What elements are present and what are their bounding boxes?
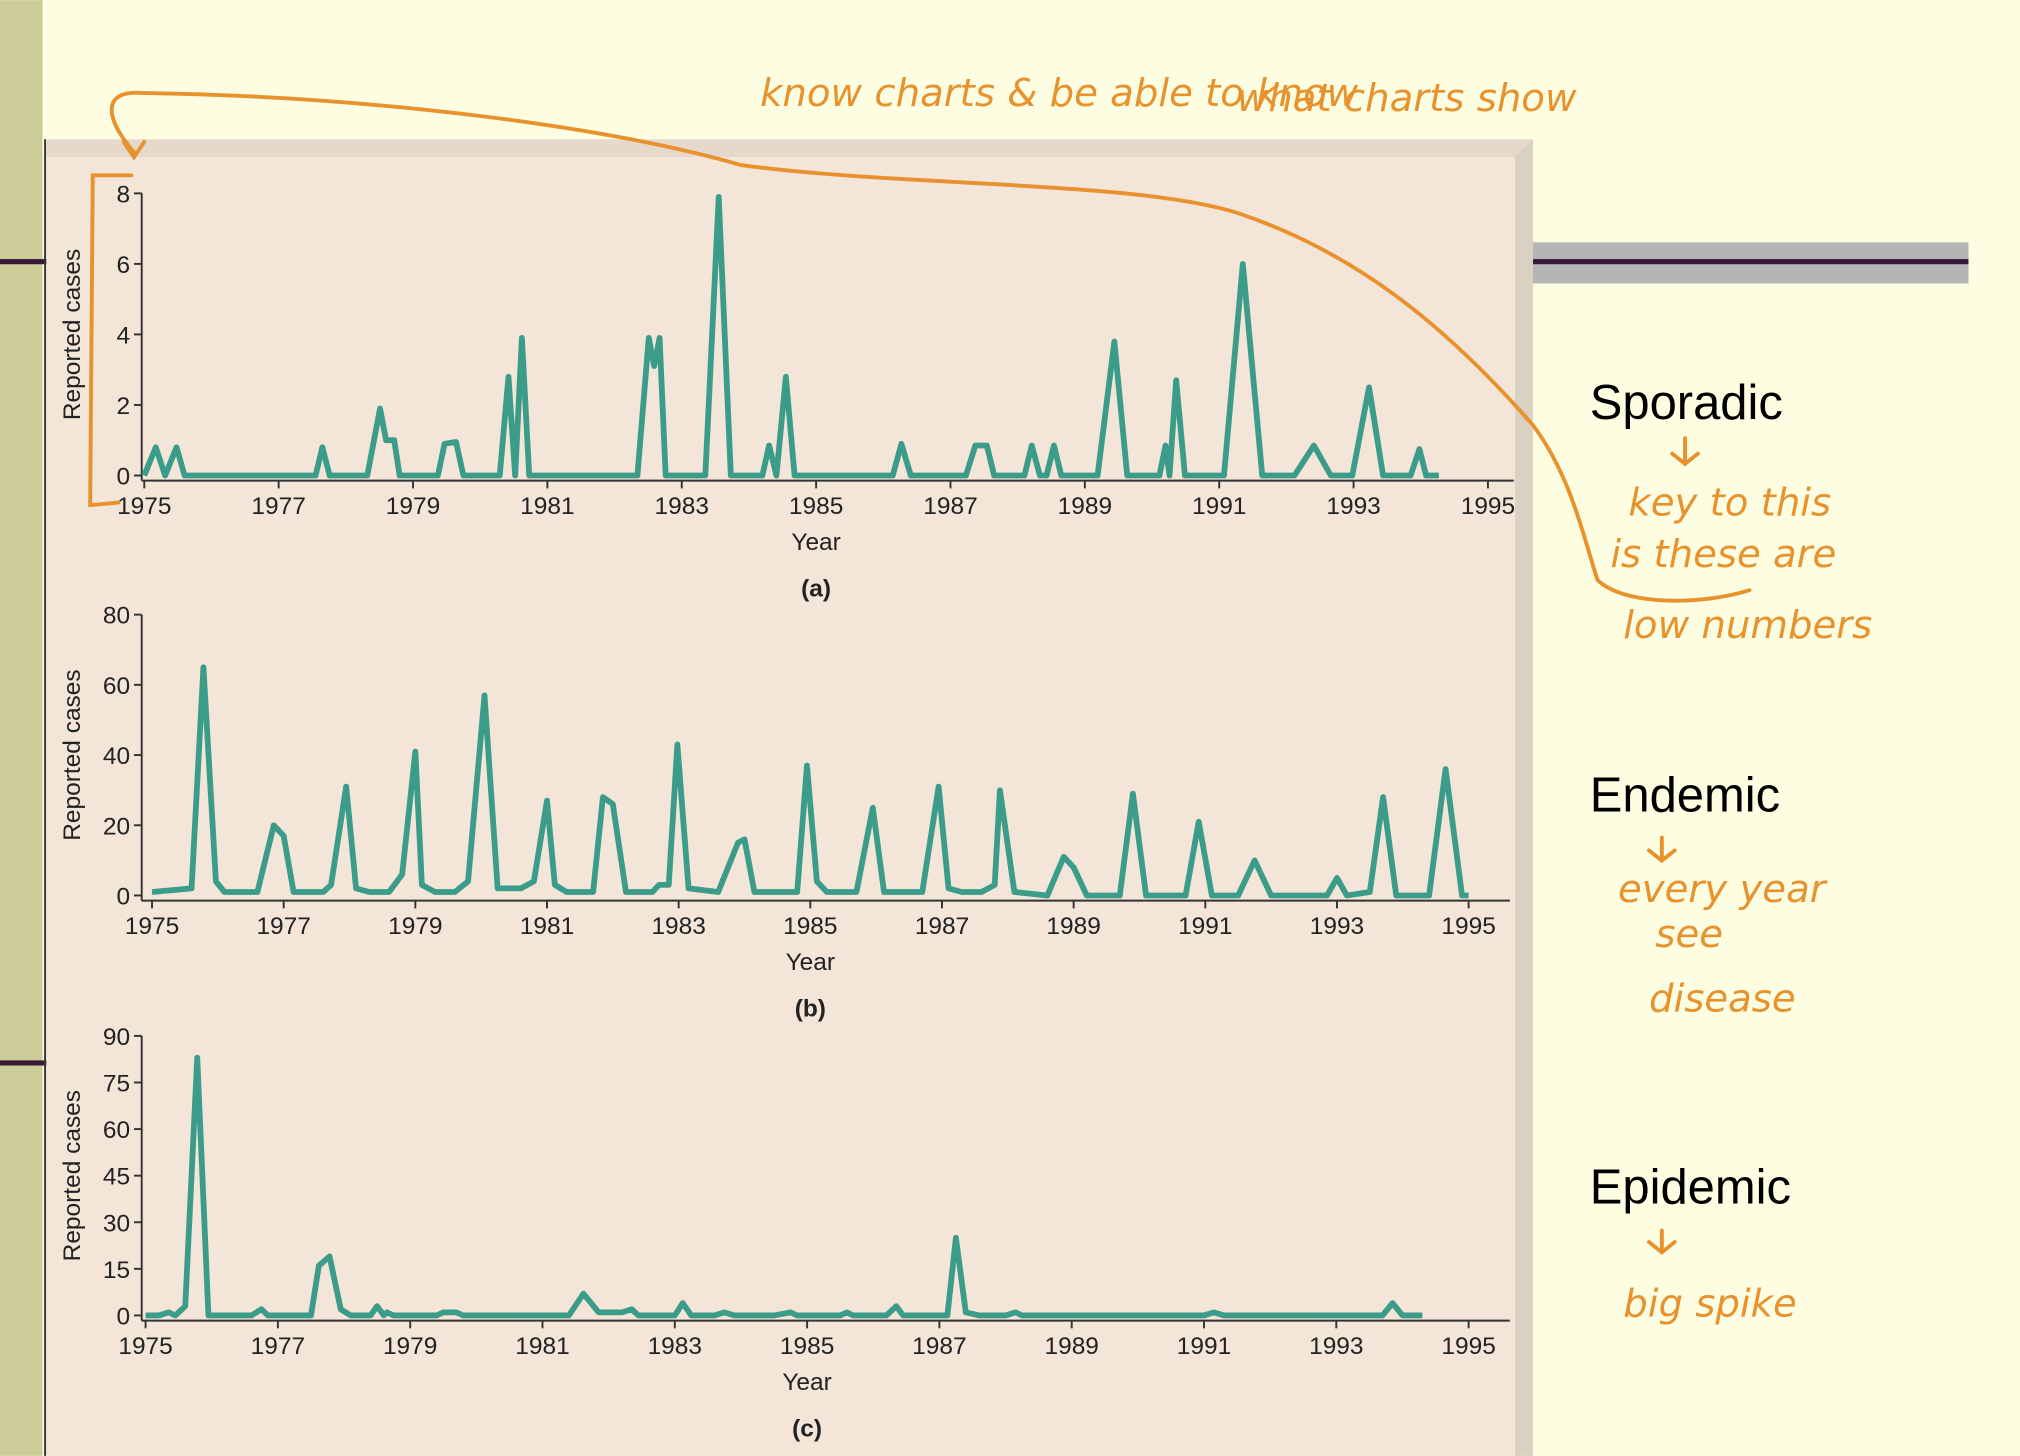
x-tick-label: 1979 xyxy=(383,1333,437,1360)
x-tick-label: 1983 xyxy=(648,1333,702,1360)
y-tick-label: 80 xyxy=(103,603,130,630)
panel-shadow xyxy=(1513,139,1534,1456)
data-line xyxy=(145,1054,1423,1319)
y-tick-label: 75 xyxy=(103,1071,130,1098)
figure-panel xyxy=(46,157,1515,1456)
charts: 0 2 4 6 8 1975 1977 1979 1981 1983 1985 1987 1989 199… xyxy=(59,181,1515,1442)
y-tick-label: 2 xyxy=(117,393,131,420)
rule xyxy=(1530,259,1969,265)
x-tick-label: 1989 xyxy=(1044,1333,1098,1360)
x-tick-label: 1977 xyxy=(251,493,305,520)
label: Sporadic xyxy=(1590,376,1783,430)
annotation: disease xyxy=(1649,976,1796,1021)
x-axis-label: Year xyxy=(782,1369,831,1396)
x-tick-label: 1985 xyxy=(780,1333,834,1360)
y-axis-label: Reported cases xyxy=(59,249,86,420)
caption: (c) xyxy=(792,1416,822,1443)
left-bar xyxy=(0,0,43,1456)
caption: (a) xyxy=(801,576,831,603)
y-tick-label: 4 xyxy=(117,322,131,349)
y-tick-label: 60 xyxy=(103,1117,130,1144)
rule xyxy=(0,259,47,265)
y-tick-label: 20 xyxy=(103,813,130,840)
arrow xyxy=(1670,436,1700,467)
y-tick-label: 40 xyxy=(103,743,130,770)
x-tick-label: 1995 xyxy=(1441,1333,1495,1360)
y-axis-label: Reported cases xyxy=(59,1090,86,1261)
handwriting-strokes xyxy=(88,90,1752,1255)
y-tick-label: 0 xyxy=(117,464,131,491)
rule xyxy=(0,1060,47,1066)
x-tick-label: 1993 xyxy=(1309,1333,1363,1360)
x-axis-label: Year xyxy=(791,529,840,556)
x-tick-label: 1985 xyxy=(783,913,837,940)
x-tick-label: 1981 xyxy=(515,1333,569,1360)
x-tick-label: 1985 xyxy=(789,493,843,520)
y-tick-label: 30 xyxy=(103,1210,130,1237)
x-tick-label: 1977 xyxy=(256,913,310,940)
y-tick-label: 15 xyxy=(103,1257,130,1284)
data-line xyxy=(151,664,1469,899)
x-tick-label: 1991 xyxy=(1192,493,1246,520)
panel-top xyxy=(46,139,1534,158)
x-tick-label: 1979 xyxy=(388,913,442,940)
x-tick-label: 1975 xyxy=(118,1333,172,1360)
y-tick-label: 8 xyxy=(117,181,131,208)
x-axis-label: Year xyxy=(786,949,835,976)
label: Endemic xyxy=(1590,769,1780,823)
annotation: big spike xyxy=(1623,1282,1797,1327)
x-tick-label: 1979 xyxy=(386,493,440,520)
x-tick-label: 1989 xyxy=(1058,493,1112,520)
x-tick-label: 1993 xyxy=(1310,913,1364,940)
x-tick-label: 1983 xyxy=(651,913,705,940)
arrow-head xyxy=(121,139,147,161)
annotation: is these are xyxy=(1610,532,1836,577)
arrow xyxy=(1647,1228,1677,1255)
annotation: what charts show xyxy=(1237,76,1577,121)
x-tick-label: 1987 xyxy=(912,1333,966,1360)
y-tick-label: 45 xyxy=(103,1164,130,1191)
annotation: low numbers xyxy=(1623,603,1872,648)
annotation: key to this xyxy=(1628,480,1831,525)
annotation: know charts & be able to know xyxy=(760,71,1359,116)
bracket xyxy=(88,173,134,508)
label: Epidemic xyxy=(1590,1160,1791,1214)
x-tick-label: 1989 xyxy=(1046,913,1100,940)
data-line xyxy=(141,193,1439,479)
annotation: see xyxy=(1655,912,1723,957)
x-tick-label: 1983 xyxy=(655,493,709,520)
x-tick-label: 1987 xyxy=(923,493,977,520)
x-tick-label: 1977 xyxy=(251,1333,305,1360)
x-tick-label: 1987 xyxy=(915,913,969,940)
x-tick-label: 1975 xyxy=(125,913,179,940)
x-tick-label: 1991 xyxy=(1178,913,1232,940)
caption: (b) xyxy=(795,996,826,1023)
y-tick-label: 0 xyxy=(117,1303,131,1330)
arrow xyxy=(1647,835,1677,864)
x-tick-label: 1995 xyxy=(1441,913,1495,940)
y-axis-label: Reported cases xyxy=(59,669,86,840)
x-tick-label: 1991 xyxy=(1177,1333,1231,1360)
x-tick-label: 1975 xyxy=(117,493,171,520)
x-tick-label: 1981 xyxy=(520,913,574,940)
x-tick-label: 1981 xyxy=(520,493,574,520)
annotation: every year xyxy=(1618,867,1828,912)
arrow-curve xyxy=(109,90,1752,603)
x-tick-label: 1993 xyxy=(1326,493,1380,520)
y-tick-label: 60 xyxy=(103,673,130,700)
y-tick-label: 0 xyxy=(117,883,131,910)
y-tick-label: 6 xyxy=(117,252,131,279)
x-tick-label: 1995 xyxy=(1461,493,1515,520)
y-tick-label: 90 xyxy=(103,1024,130,1051)
